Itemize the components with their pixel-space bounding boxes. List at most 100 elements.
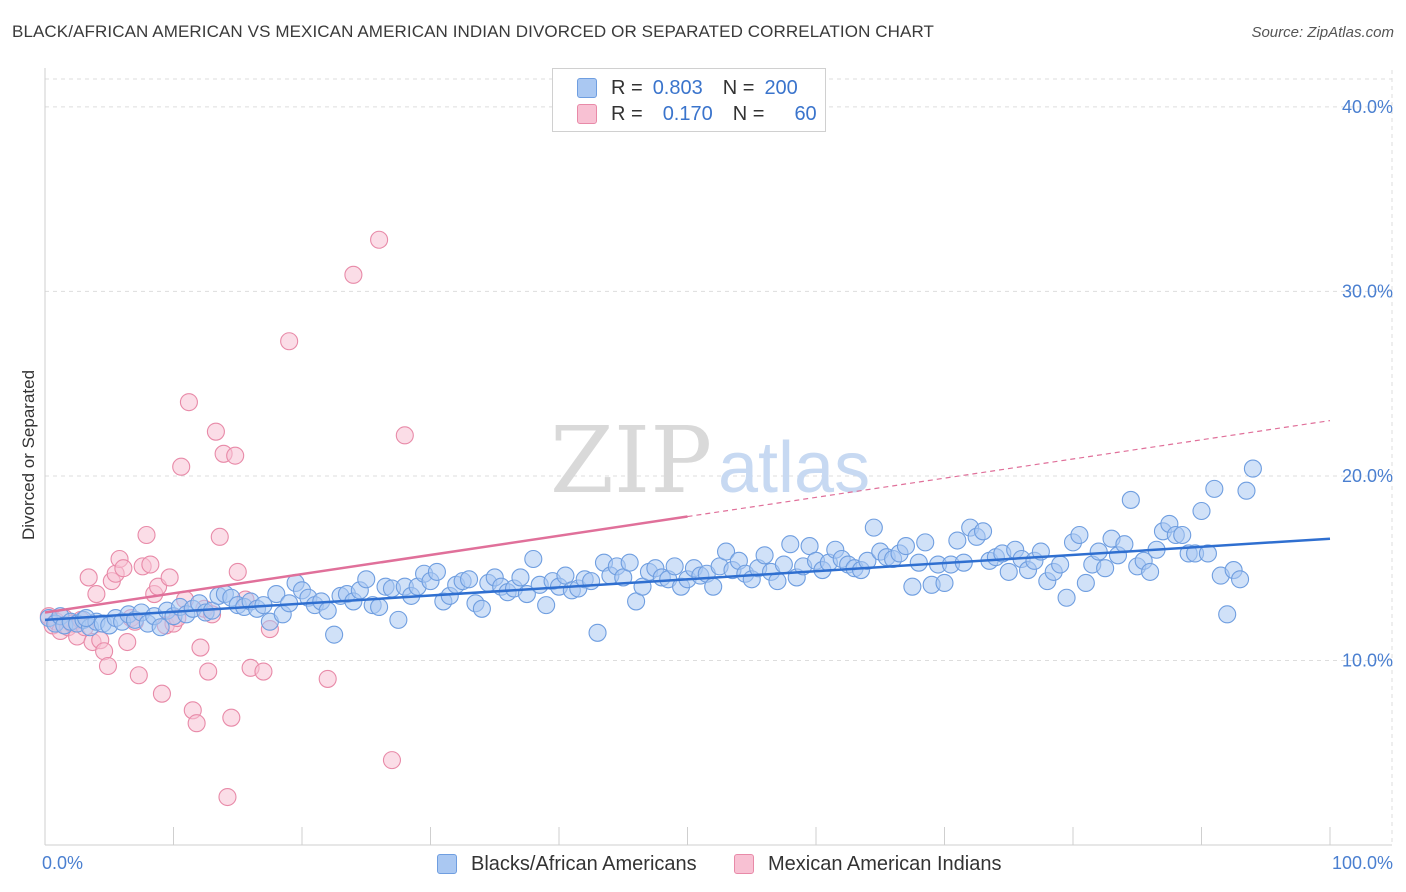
pink-point xyxy=(98,656,118,676)
blue-point xyxy=(896,537,916,556)
y-axis-label: Divorced or Separated xyxy=(19,370,38,540)
blue-point xyxy=(427,562,446,581)
x-tick-label: 0.0% xyxy=(42,853,83,873)
blue-point xyxy=(1237,481,1256,500)
blue-r-value: 0.803 xyxy=(652,76,703,99)
blue-point xyxy=(916,533,935,552)
blue-point xyxy=(325,625,344,644)
blue-point xyxy=(665,557,684,576)
y-tick-label: 30.0% xyxy=(1342,281,1393,301)
pink-n-value: 60 xyxy=(794,102,817,125)
blue-point xyxy=(588,623,607,642)
axis-tick-labels: 10.0% 20.0% 30.0% 40.0% 0.0% 100.0% xyxy=(42,97,1393,873)
y-tick-label: 40.0% xyxy=(1342,97,1393,117)
x-tick-label: 100.0% xyxy=(1332,853,1393,873)
pink-point xyxy=(206,422,225,441)
pink-point xyxy=(95,642,114,661)
blue-point xyxy=(716,542,736,561)
pink-trend-line xyxy=(44,515,688,614)
blue-point xyxy=(1173,525,1192,545)
pink-point xyxy=(141,555,160,574)
pink-point xyxy=(222,708,241,727)
blue-point xyxy=(389,610,408,629)
blue-point xyxy=(973,522,993,541)
blue-n-label: N = xyxy=(722,76,755,99)
pink-series-points xyxy=(39,230,414,807)
blue-point xyxy=(781,535,800,554)
pink-point xyxy=(228,562,247,581)
bottom-blue-label: Blacks/African Americans xyxy=(471,852,697,875)
blue-point xyxy=(1218,605,1237,624)
blue-point xyxy=(999,562,1018,581)
pink-point xyxy=(382,751,402,770)
pink-point xyxy=(87,584,106,604)
blue-point xyxy=(1243,459,1262,478)
source-label: Source: ZipAtlas.com xyxy=(1251,24,1394,41)
pink-point xyxy=(280,332,299,351)
blue-point xyxy=(903,577,922,596)
blue-r-label: R = xyxy=(611,76,643,99)
blue-n-value: 200 xyxy=(764,76,798,99)
pink-r-label: R = xyxy=(611,102,643,125)
blue-point xyxy=(459,570,479,589)
blue-point xyxy=(318,601,337,620)
bottom-pink-label: Mexican American Indians xyxy=(768,852,1002,875)
pink-point xyxy=(199,662,218,681)
y-tick-label: 10.0% xyxy=(1342,650,1393,670)
blue-point xyxy=(1205,479,1224,498)
pink-point xyxy=(218,787,237,807)
axes xyxy=(44,68,1392,846)
pink-point xyxy=(79,568,98,587)
pink-point xyxy=(344,265,363,284)
legend-row-blue: R = 0.803 N = 200 xyxy=(577,76,798,100)
blue-point xyxy=(1121,490,1140,509)
blue-point xyxy=(1141,562,1160,581)
pink-point xyxy=(370,230,389,249)
bottom-legend-blue: Blacks/African Americans xyxy=(437,852,697,876)
bottom-pink-swatch xyxy=(734,854,754,874)
chart-title: BLACK/AFRICAN AMERICAN VS MEXICAN AMERIC… xyxy=(12,22,935,41)
blue-point xyxy=(935,573,954,593)
pink-point xyxy=(318,669,337,688)
pink-point xyxy=(254,662,273,681)
pink-point xyxy=(114,559,133,578)
blue-point xyxy=(774,555,793,574)
legend-row-pink: R = 0.170 N = 60 xyxy=(577,102,817,126)
blue-point xyxy=(357,570,376,589)
blue-point xyxy=(909,553,928,572)
blue-point xyxy=(1051,555,1070,574)
watermark: ZIP atlas xyxy=(550,407,870,514)
watermark-atlas: atlas xyxy=(718,428,870,508)
blue-point xyxy=(537,596,556,615)
blue-trend-line xyxy=(44,537,1331,622)
pink-point xyxy=(191,638,210,657)
pink-n-label: N = xyxy=(732,102,765,125)
pink-point xyxy=(172,457,191,476)
watermark-zip: ZIP xyxy=(550,407,712,514)
blue-point xyxy=(370,597,389,617)
blue-point xyxy=(755,546,774,565)
blue-point xyxy=(864,518,883,537)
bottom-blue-swatch xyxy=(437,854,457,874)
blue-point xyxy=(620,553,639,572)
pink-point xyxy=(226,446,245,465)
blue-point xyxy=(1076,573,1095,593)
pink-point xyxy=(137,525,156,545)
gridlines xyxy=(45,70,1393,845)
blue-point xyxy=(267,584,286,604)
blue-point xyxy=(1070,525,1089,545)
trend-lines xyxy=(44,420,1331,622)
correlation-legend: R = 0.803 N = 200 R = 0.170 N = 60 xyxy=(552,68,826,132)
blue-point xyxy=(582,572,601,591)
blue-point xyxy=(511,568,530,587)
blue-point xyxy=(704,577,723,596)
blue-point xyxy=(472,599,491,618)
pink-point xyxy=(187,714,206,733)
blue-swatch xyxy=(577,78,597,98)
pink-r-value: 0.170 xyxy=(662,102,713,125)
pink-point xyxy=(395,426,414,445)
blue-point xyxy=(1231,570,1250,589)
blue-point xyxy=(858,551,877,570)
blue-point xyxy=(1089,542,1108,561)
